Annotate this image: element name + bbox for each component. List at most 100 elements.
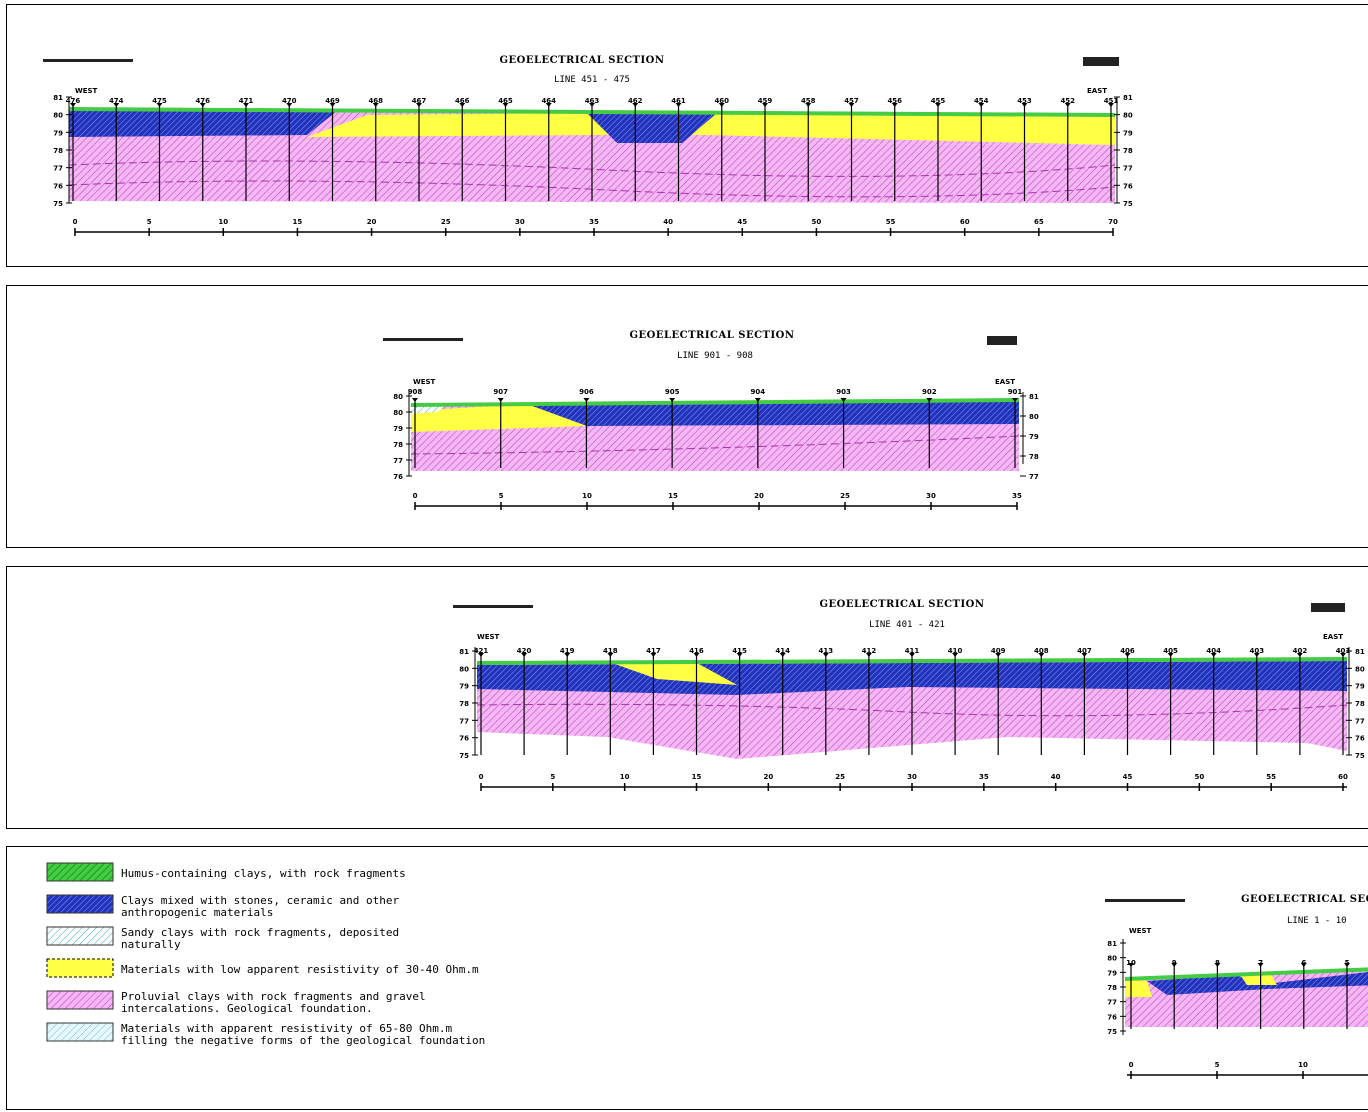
electrode-label: 451 xyxy=(1104,97,1119,105)
depth-tick-label: 80 xyxy=(393,409,403,417)
electrode-label: 903 xyxy=(836,388,851,396)
scale-tick-label: 30 xyxy=(907,773,917,781)
electrode-marker-icon xyxy=(779,653,786,657)
electrode-label: 456 xyxy=(887,97,902,105)
electrode-marker-icon xyxy=(1128,963,1134,967)
electrode-marker-icon xyxy=(243,103,249,107)
electrode-marker-icon xyxy=(754,398,761,402)
scale-tick-label: 60 xyxy=(1338,773,1348,781)
depth-tick-label: 77 xyxy=(1355,717,1365,725)
section-3-west: WEST xyxy=(477,633,500,641)
electrode-marker-icon xyxy=(650,653,657,657)
section-3-label-left xyxy=(453,605,533,608)
legend-swatch xyxy=(46,894,114,914)
scale-tick-label: 55 xyxy=(886,218,896,226)
electrode-marker-icon xyxy=(1300,963,1307,967)
section-4-depth-ticks: 81 80 79 78 77 76 75 xyxy=(1107,940,1126,1036)
electrode-label: 415 xyxy=(732,647,747,655)
electrode-label: 416 xyxy=(689,647,704,655)
section-1-scale-ticks: 0 5 10 15 20 25 30 35 40 45 50 55 60 65 70 xyxy=(73,218,1118,236)
electrode-marker-icon xyxy=(502,103,509,107)
electrode-label: 409 xyxy=(991,647,1006,655)
section-panel-1: GEOELECTRICAL SECTION LINE 451 - 475 WES… xyxy=(6,4,1368,267)
layer-green xyxy=(411,398,1019,407)
scale-tick-label: 15 xyxy=(692,773,702,781)
section-3-svg: GEOELECTRICAL SECTION LINE 401 - 421 WES… xyxy=(453,599,1365,791)
section-3-depth-ticks: 81 80 79 78 77 76 75 81 80 79 78 77 76 75 xyxy=(459,648,1365,760)
electrode-marker-icon xyxy=(1340,653,1346,657)
electrode-marker-icon xyxy=(478,653,484,657)
legend-label: Humus-containing clays, with rock fragme… xyxy=(121,867,406,880)
electrode-marker-icon xyxy=(607,653,614,657)
scale-tick-label: 45 xyxy=(737,218,747,226)
section-3-scale-ticks: 0 5 10 15 20 25 30 35 40 45 50 55 60 xyxy=(479,773,1348,791)
electrode-label: 466 xyxy=(455,97,470,105)
electrode-marker-icon xyxy=(286,103,293,107)
depth-tick-label: 77 xyxy=(1123,165,1133,173)
depth-tick-label: 79 xyxy=(53,129,63,137)
electrode-label: 468 xyxy=(368,97,383,105)
depth-tick-label: 81 xyxy=(1123,94,1133,102)
section-2-svg: GEOELECTRICAL SECTION LINE 901 - 908 WES… xyxy=(383,330,1039,510)
electrode-marker-icon xyxy=(1038,653,1045,657)
electrode-marker-icon xyxy=(459,103,466,107)
legend-swatch xyxy=(46,862,114,882)
depth-tick-label: 78 xyxy=(1107,984,1117,992)
electrode-label: 908 xyxy=(408,388,423,396)
scale-tick-label: 10 xyxy=(582,492,592,500)
electrode-marker-icon xyxy=(1108,103,1114,107)
section-4-label-left xyxy=(1105,899,1185,902)
section-2-depth-ticks: 80 80 79 78 77 76 81 80 79 78 77 xyxy=(393,393,1039,481)
depth-tick-label: 79 xyxy=(1029,433,1039,441)
electrode-label: 10 xyxy=(1126,959,1136,967)
electrode-marker-icon xyxy=(632,103,639,107)
electrode-marker-icon xyxy=(521,653,528,657)
legend-label: Materials with apparent resistivity of 6… xyxy=(121,1022,453,1035)
electrode-label: 453 xyxy=(1017,97,1032,105)
depth-tick-label: 80 xyxy=(1123,112,1133,120)
electrode-marker-icon xyxy=(995,653,1002,657)
section-1-line: LINE 451 - 475 xyxy=(554,75,630,85)
electrode-label: 421 xyxy=(474,647,489,655)
layer-yellow xyxy=(411,404,587,432)
legend-label: Clays mixed with stones, ceramic and oth… xyxy=(121,894,400,907)
scale-tick-label: 15 xyxy=(293,218,303,226)
depth-tick-label: 76 xyxy=(53,182,63,190)
scale-tick-label: 45 xyxy=(1123,773,1133,781)
legend-item: Materials with low apparent resistivity … xyxy=(46,958,479,978)
scale-tick-label: 5 xyxy=(550,773,555,781)
section-2-line: LINE 901 - 908 xyxy=(677,351,753,361)
electrode-marker-icon xyxy=(545,103,552,107)
electrode-marker-icon xyxy=(762,103,768,107)
section-1-label-left xyxy=(43,59,133,62)
electrode-label: 459 xyxy=(758,97,773,105)
electrode-marker-icon xyxy=(891,103,898,107)
depth-tick-label: 79 xyxy=(1355,683,1365,691)
section-2-label-right xyxy=(987,336,1017,345)
legend-panel: Humus-containing clays, with rock fragme… xyxy=(6,846,1368,1110)
depth-tick-label: 75 xyxy=(1355,752,1365,760)
depth-tick-label: 80 xyxy=(393,393,403,401)
section-1-svg: GEOELECTRICAL SECTION LINE 451 - 475 WES… xyxy=(43,55,1133,236)
electrode-label: 412 xyxy=(862,647,877,655)
electrode-label: 476 xyxy=(66,97,81,105)
electrode-marker-icon xyxy=(978,103,985,107)
layer-green xyxy=(1125,967,1368,981)
legend-label-line2: intercalations. Geological foundation. xyxy=(121,1002,373,1015)
depth-tick-label: 79 xyxy=(1107,969,1117,977)
electrode-label: 474 xyxy=(109,97,124,105)
electrode-label: 405 xyxy=(1163,647,1178,655)
section-4-line: LINE 1 - 10 xyxy=(1287,916,1347,926)
legend-swatch xyxy=(46,926,114,946)
electrode-marker-icon xyxy=(822,653,829,657)
depth-tick-label: 81 xyxy=(53,94,63,102)
depth-tick-label: 79 xyxy=(459,683,469,691)
contour-line xyxy=(68,160,1116,177)
electrode-marker-icon xyxy=(935,103,941,107)
depth-tick-label: 77 xyxy=(1029,473,1039,481)
depth-tick-label: 77 xyxy=(459,717,469,725)
electrode-label: 5 xyxy=(1345,959,1350,967)
legend-swatch xyxy=(46,958,114,978)
electrode-marker-icon xyxy=(718,103,725,107)
electrode-label: 403 xyxy=(1249,647,1264,655)
